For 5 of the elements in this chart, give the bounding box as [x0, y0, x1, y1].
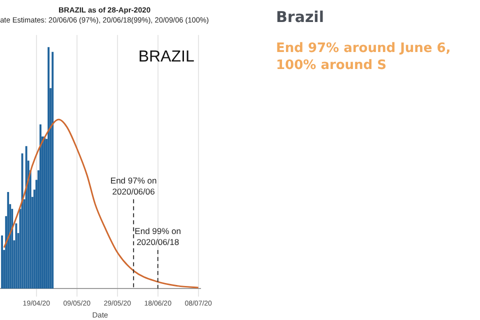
ref-line-label: End 99% on 2020/06/18 — [134, 226, 182, 248]
annotation: BRAZIL — [138, 48, 194, 66]
ref-line-label: End 97% on 2020/06/06 — [110, 175, 157, 196]
text: End 97% around June 6, 100% around S — [276, 40, 452, 74]
text: Brazil — [276, 8, 325, 26]
